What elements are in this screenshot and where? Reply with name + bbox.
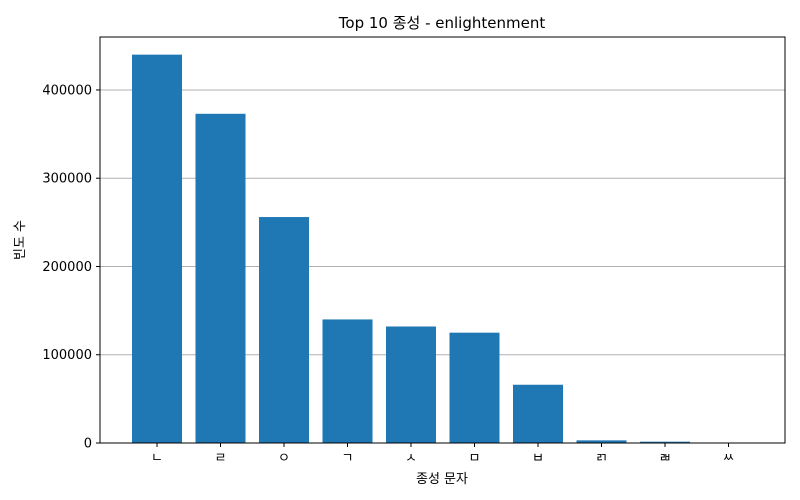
y-tick-label: 200000 [42,260,92,275]
bar [386,326,436,443]
bar [132,54,182,444]
plot-frame [99,36,786,444]
x-tick-label: ㄴ [151,451,163,466]
x-tick-label: ㅂ [532,451,544,466]
y-tick-label: 100000 [42,348,92,363]
chart-title: Top 10 종성 - enlightenment [338,14,546,32]
x-axis-label: 종성 문자 [416,472,468,487]
x-tick-label: ㄱ [342,451,354,466]
x-tick-label: ㄺ [596,451,608,466]
bar [259,217,309,443]
x-tick-label: ㅁ [469,451,481,466]
bars [132,54,754,444]
y-axis-label: 빈도 수 [13,220,28,260]
bar [640,441,690,443]
bar [449,332,500,443]
bar [195,113,246,443]
y-tick-label: 0 [84,437,92,452]
y-tick-label: 400000 [42,83,92,98]
y-axis-ticks: 0 100000 200000 300000 400000 [42,83,100,452]
bar [576,440,627,443]
x-tick-label: ㅆ [723,451,735,466]
x-tick-label: ㄼ [659,451,671,466]
x-tick-label: ㄹ [215,451,227,466]
x-tick-label: ㅅ [405,451,417,466]
bar [322,319,373,443]
bar [513,384,563,443]
y-tick-label: 300000 [42,172,92,187]
x-tick-label: ㅇ [278,451,290,466]
